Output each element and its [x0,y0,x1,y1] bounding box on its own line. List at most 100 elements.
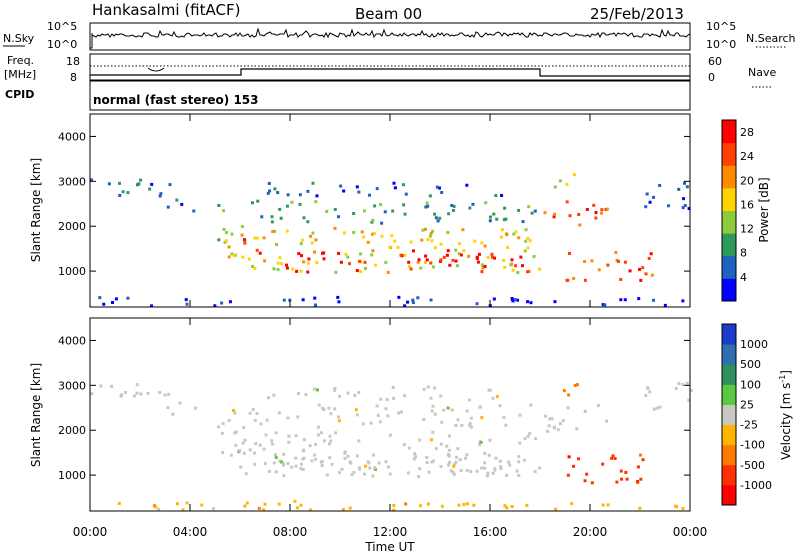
freq-panel-frame [89,53,691,81]
velocity-cell [388,433,392,437]
velocity-colorbar-segment [722,344,736,365]
velocity-cell [502,415,506,419]
power-cell [363,260,367,264]
nave-tick-high: 60 [708,55,722,68]
velocity-cell [358,467,362,471]
power-cell [159,192,163,196]
power-data-layer [90,173,691,308]
power-cell [299,269,303,273]
velocity-cell [639,477,643,481]
power-cell [360,230,364,234]
power-cell [359,252,363,256]
velocity-cell [414,455,418,459]
freq-tick-high: 18 [66,55,80,68]
power-cell [440,190,444,194]
power-cell [502,218,506,222]
power-cell [590,259,594,263]
power-cell [606,263,610,267]
velocity-cell [287,434,291,438]
velocity-colorbar-segment [722,464,736,486]
velocity-cell [478,443,482,447]
velocity-cell [241,441,245,445]
velocity-cell [369,421,373,425]
noise-left-tick-high: 10^5 [47,20,77,33]
velocity-cell [295,506,299,510]
power-colorbar-tick: 12 [740,223,754,236]
power-cell [403,212,407,216]
velocity-cell [262,447,266,451]
power-cell [639,278,643,282]
velocity-cell [601,462,605,466]
power-cell [126,296,130,300]
velocity-cell [233,431,237,435]
cpid-label: CPID [5,88,34,101]
power-cell [298,202,302,206]
power-cell [645,192,649,196]
velocity-cell [239,465,243,469]
velocity-cell [274,455,278,459]
velocity-cell [465,502,469,506]
power-cell [538,267,542,271]
velocity-cell [495,394,499,398]
power-cell [433,246,437,250]
power-cell [658,183,662,187]
power-colorbar-tick: 20 [740,174,754,187]
power-cell [227,245,231,249]
power-cell [421,228,425,232]
velocity-cell [488,438,492,442]
velocity-cell [163,393,167,397]
velocity-cell [166,406,170,410]
velocity-cell [397,411,401,415]
velocity-cell [636,479,640,483]
velocity-cell [366,460,370,464]
date-label: 25/Feb/2013 [590,5,684,23]
velocity-cell [644,393,648,397]
velocity-cell [274,431,278,435]
power-cell [222,227,226,231]
power-cell [468,206,472,210]
velocity-colorbar-tick: 100 [740,378,761,391]
velocity-cell [427,470,431,474]
power-cell [314,200,318,204]
power-cell [614,250,618,254]
velocity-cell [615,480,619,484]
power-cell [371,249,375,253]
power-cell [526,236,530,240]
power-cell [90,178,94,182]
velocity-cell [353,393,357,397]
power-cell [285,263,289,267]
velocity-cell [346,391,350,395]
velocity-cell [431,459,435,463]
velocity-cell [258,443,262,447]
velocity-cell [465,453,469,457]
velocity-cell [402,443,406,447]
velocity-cell [251,408,255,412]
power-cell [278,256,282,260]
velocity-cell [456,447,460,451]
power-cell [682,181,686,185]
power-cell [260,215,264,219]
power-cell [392,181,396,185]
velocity-cell [352,470,356,474]
velocity-cell [601,503,605,507]
velocity-cell [158,390,162,394]
power-cell [428,234,432,238]
velocity-cell [272,393,276,397]
velocity-cell [293,499,297,503]
power-cell [465,183,469,187]
velocity-cell [227,418,231,422]
power-colorbar-segment [722,187,736,211]
power-cell [499,235,503,239]
power-cell [310,241,314,245]
velocity-cell [253,418,257,422]
velocity-cell [245,501,249,505]
site-title: Hankasalmi (fitACF) [92,1,240,19]
power-cell [490,255,494,259]
velocity-cell [277,502,281,506]
power-cell [158,194,162,198]
power-cell [390,234,394,238]
velocity-cell [361,422,365,426]
velocity-cell [317,403,321,407]
velocity-cell [379,397,383,401]
velocity-cell [655,406,659,410]
